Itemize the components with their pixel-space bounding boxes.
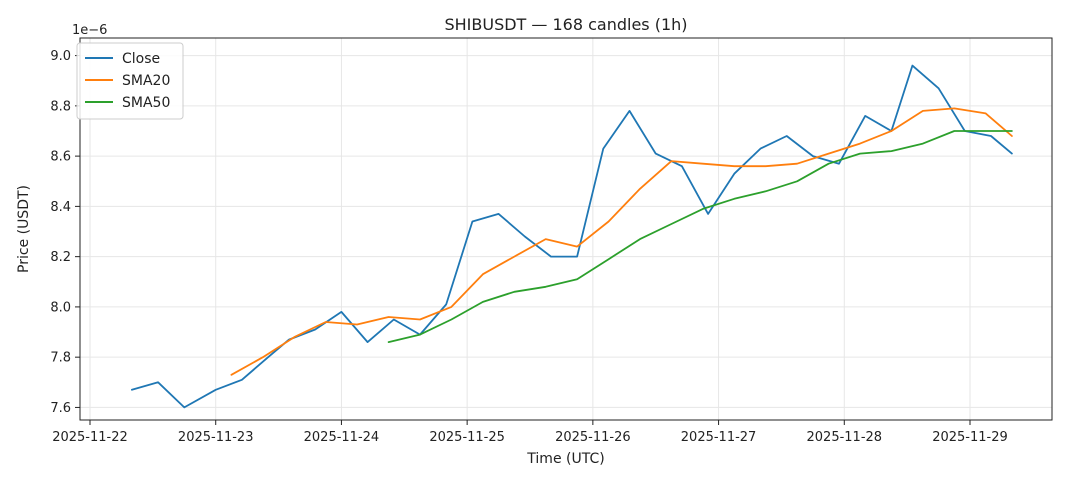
legend-box	[76, 42, 184, 120]
y-tick-label: 9.0	[50, 49, 71, 64]
x-tick-label: 2025-11-24	[304, 430, 380, 445]
y-tick-label: 8.0	[50, 300, 71, 315]
y-axis-label: Price (USDT)	[16, 185, 32, 273]
x-tick-label: 2025-11-26	[555, 430, 631, 445]
series-line-sma20	[230, 107, 1013, 376]
y-offset-label: 1e−6	[72, 23, 107, 38]
y-tick-label: 7.6	[50, 401, 71, 416]
x-tick-label: 2025-11-22	[52, 430, 128, 445]
x-axis-label: Time (UTC)	[526, 451, 604, 467]
x-tick-label: 2025-11-25	[429, 430, 505, 445]
series-layer	[130, 64, 1013, 409]
legend: Close SMA20 SMA50	[76, 42, 184, 120]
x-tick-label: 2025-11-29	[932, 430, 1008, 445]
y-tick-label: 8.6	[50, 150, 71, 165]
x-tick-label: 2025-11-27	[681, 430, 757, 445]
legend-label-sma20: SMA20	[122, 73, 170, 89]
y-tick-label: 7.8	[50, 351, 71, 366]
x-tick-label: 2025-11-23	[178, 430, 254, 445]
chart-title: SHIBUSDT — 168 candles (1h)	[444, 15, 687, 34]
y-axis-ticks: 7.6 7.8 8.0 8.2 8.4 8.6 8.8 9.0	[50, 49, 80, 416]
y-tick-label: 8.2	[50, 250, 71, 265]
legend-label-close: Close	[122, 51, 160, 67]
plot-frame	[79, 37, 1053, 421]
x-axis-ticks: 2025-11-22 2025-11-23 2025-11-24 2025-11-25…	[52, 420, 1008, 445]
legend-label-sma50: SMA50	[122, 95, 170, 111]
y-tick-label: 8.8	[50, 99, 71, 114]
x-tick-label: 2025-11-28	[807, 430, 883, 445]
series-line-sma50	[387, 130, 1013, 344]
grid	[80, 38, 1052, 420]
y-tick-label: 8.4	[50, 200, 71, 215]
